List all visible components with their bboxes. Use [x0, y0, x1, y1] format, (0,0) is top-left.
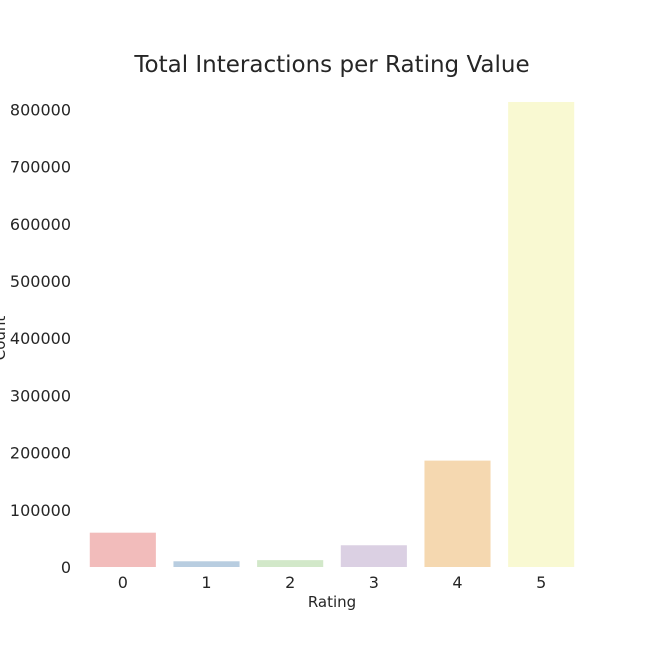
bar-rating-3 [340, 545, 407, 567]
y-tick-label: 500000 [10, 272, 71, 291]
bars-group [89, 102, 575, 567]
x-tick-labels: 0 1 2 3 4 5 [118, 573, 547, 592]
x-tick-label: 5 [536, 573, 546, 592]
y-tick-label: 700000 [10, 158, 71, 177]
chart-title: Total Interactions per Rating Value [133, 52, 529, 78]
x-tick-label: 0 [118, 573, 128, 592]
y-axis-label: Count [0, 316, 9, 361]
y-tick-label: 0 [61, 558, 71, 577]
y-tick-label: 100000 [10, 501, 71, 520]
bar-rating-5 [508, 102, 575, 567]
bar-rating-4 [424, 460, 491, 567]
y-tick-label: 800000 [10, 100, 71, 119]
y-tick-label: 300000 [10, 386, 71, 405]
x-axis-label: Rating [308, 593, 356, 611]
y-tick-label: 200000 [10, 444, 71, 463]
bar-rating-2 [257, 560, 324, 567]
x-tick-label: 1 [201, 573, 211, 592]
x-tick-label: 3 [369, 573, 379, 592]
y-tick-labels: 0 100000 200000 300000 400000 500000 600000 700… [10, 100, 71, 577]
x-tick-label: 4 [452, 573, 462, 592]
y-tick-label: 600000 [10, 215, 71, 234]
bar-rating-1 [173, 561, 240, 567]
y-tick-label: 400000 [10, 329, 71, 348]
x-tick-label: 2 [285, 573, 295, 592]
bar-rating-0 [89, 532, 156, 567]
